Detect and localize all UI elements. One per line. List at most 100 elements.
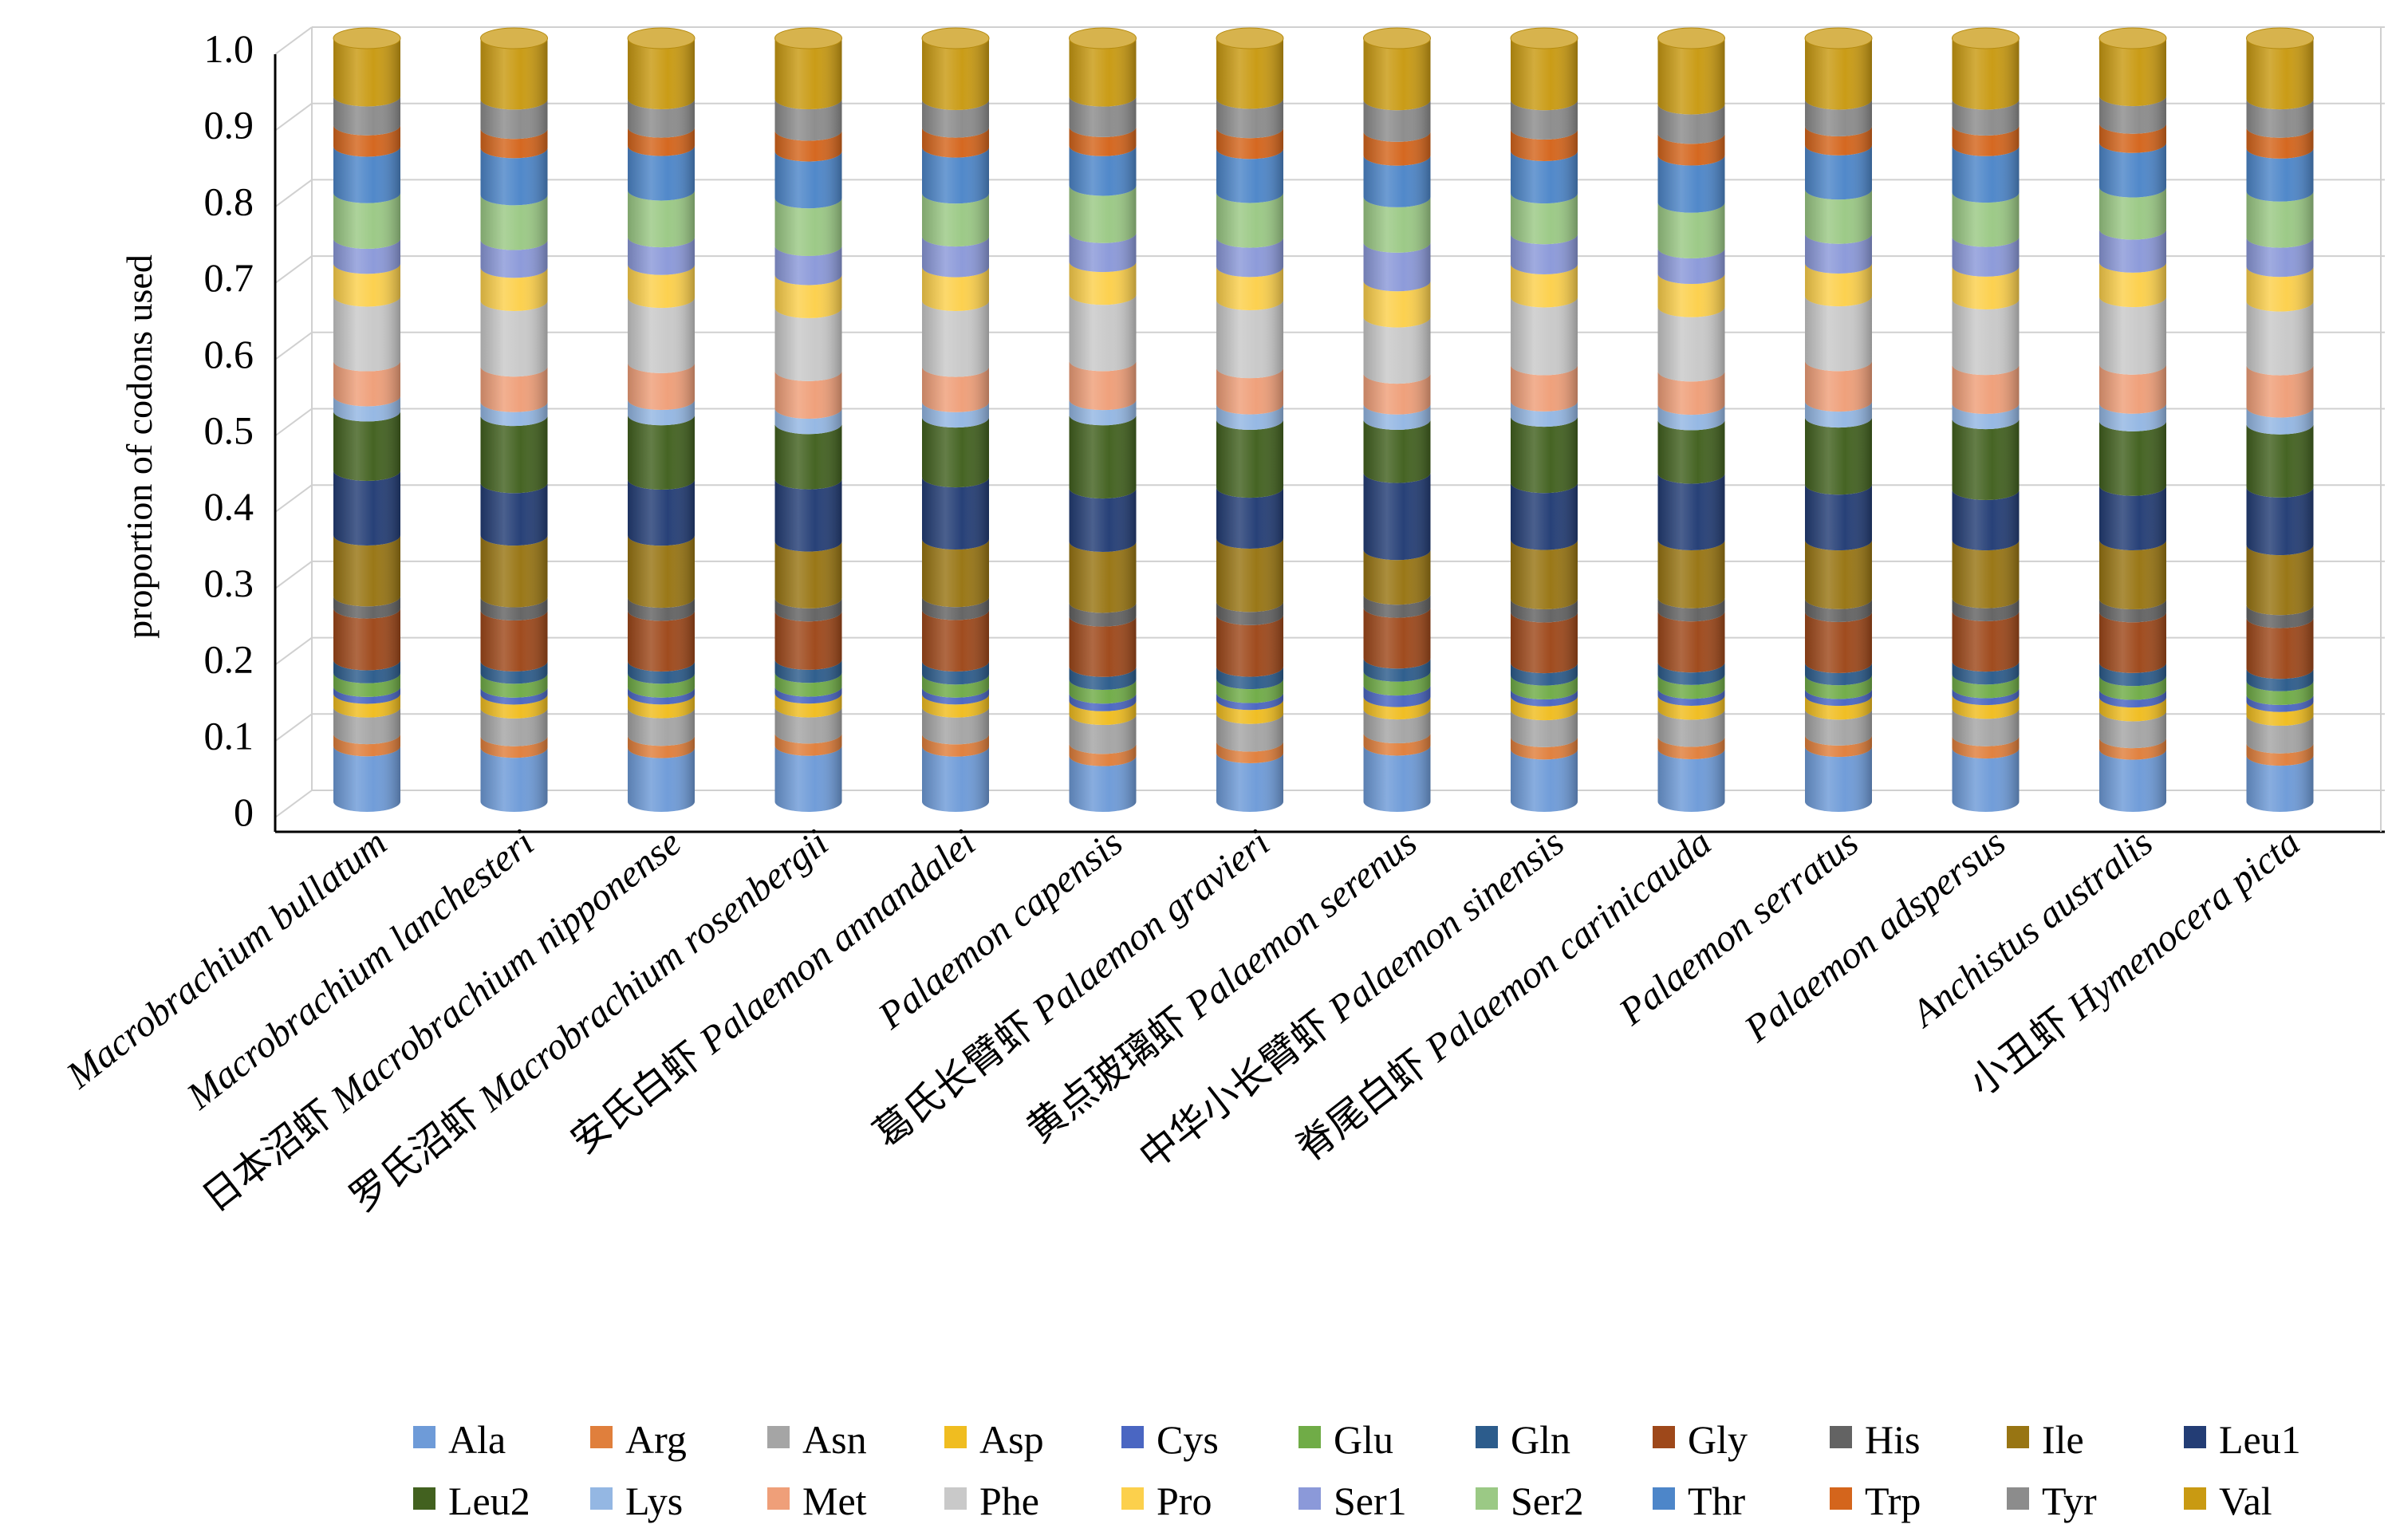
category-label: Anchistus australis — [1902, 821, 2161, 1036]
y-tick-label: 0.1 — [204, 713, 254, 758]
legend-swatch — [1121, 1426, 1144, 1448]
legend-label: Asp — [979, 1417, 1044, 1462]
cylinder-top-cap — [1510, 27, 1578, 49]
cylinder-shading — [1363, 38, 1431, 812]
gridline-diagonal — [274, 408, 313, 437]
y-tick-label: 0.8 — [204, 179, 254, 223]
legend-label: Met — [802, 1479, 867, 1523]
cylinder-top-cap — [921, 27, 990, 49]
cylinder-bar — [480, 27, 548, 812]
legend-swatch — [1653, 1487, 1675, 1510]
legend-label: Cys — [1157, 1417, 1219, 1462]
legend-label: Pro — [1157, 1479, 1212, 1523]
legend-swatch — [1121, 1487, 1144, 1510]
gridline-diagonal — [274, 713, 313, 742]
legend-swatch — [944, 1487, 967, 1510]
legend-label: Leu1 — [2219, 1417, 2301, 1462]
legend-swatch — [2007, 1426, 2029, 1448]
legend-item: Ser2 — [1476, 1479, 1584, 1523]
cylinder-top-cap — [1952, 27, 2020, 49]
legend-swatch — [413, 1487, 435, 1510]
bars — [333, 27, 2314, 812]
cylinder-shading — [1069, 38, 1137, 812]
legend-item: His — [1830, 1417, 1920, 1462]
cylinder-shading — [1511, 38, 1578, 812]
gridline-diagonal — [274, 484, 313, 514]
legend-label: Glu — [1334, 1417, 1393, 1462]
legend-item: Asp — [944, 1417, 1044, 1462]
legend-label: Arg — [625, 1417, 687, 1462]
cylinder-shading — [480, 38, 548, 812]
y-tick-label: 0.7 — [204, 255, 254, 300]
legend-item: Ile — [2007, 1417, 2084, 1462]
cylinder-bar — [333, 27, 401, 812]
gridline-diagonal — [274, 255, 313, 284]
legend-item: Asn — [767, 1417, 867, 1462]
gridline-diagonal — [274, 179, 313, 208]
y-tick-label: 0.2 — [204, 637, 254, 682]
legend-label: Trp — [1865, 1479, 1921, 1523]
cylinder-top-cap — [774, 27, 842, 49]
legend-swatch — [590, 1487, 613, 1510]
gridline-diagonal — [274, 561, 313, 589]
legend-label: Lys — [625, 1479, 683, 1523]
legend-item: Phe — [944, 1479, 1039, 1523]
cylinder-bar — [1510, 27, 1578, 812]
legend-item: Ala — [413, 1417, 506, 1462]
gridline-diagonal — [274, 26, 313, 55]
legend-swatch — [1298, 1426, 1321, 1448]
legend-label: Phe — [979, 1479, 1039, 1523]
cylinder-bar — [2246, 27, 2314, 812]
y-tick-label: 0.4 — [204, 484, 254, 529]
legend-swatch — [413, 1426, 435, 1448]
legend-item: Leu1 — [2184, 1417, 2301, 1462]
legend-item: Tyr — [2007, 1479, 2097, 1523]
axes — [274, 27, 2385, 833]
legend-item: Val — [2184, 1479, 2272, 1523]
cylinder-top-cap — [2098, 27, 2167, 49]
cylinder-shading — [774, 38, 842, 812]
gridline-diagonal — [274, 790, 313, 818]
legend-item: Trp — [1830, 1479, 1921, 1523]
legend-label: Asn — [802, 1417, 867, 1462]
legend-swatch — [2184, 1487, 2206, 1510]
legend-swatch — [1476, 1487, 1498, 1510]
y-tick-labels: 0 0.1 0.2 0.3 0.4 0.5 0.6 0.7 0.8 0.9 1.0 — [204, 26, 254, 834]
legend-item: Glu — [1298, 1417, 1393, 1462]
cylinder-bar — [1804, 27, 1873, 812]
legend: Ala Arg Asn Asp Cys Glu Gln Gly His Ile Leu1 Leu2 Ly… — [413, 1417, 2301, 1523]
cylinder-bar — [627, 27, 696, 812]
y-tick-label: 0.5 — [204, 408, 254, 453]
legend-swatch — [2007, 1487, 2029, 1510]
gridline-diagonal — [274, 102, 313, 132]
legend-swatch — [2184, 1426, 2206, 1448]
cylinder-top-cap — [1804, 27, 1873, 49]
gridline-diagonal — [274, 331, 313, 360]
cylinder-bar — [1363, 27, 1431, 812]
legend-label: Ser2 — [1511, 1479, 1584, 1523]
cylinder-shading — [1657, 38, 1725, 812]
cylinder-top-cap — [1216, 27, 1284, 49]
legend-item: Met — [767, 1479, 867, 1523]
cylinder-top-cap — [333, 27, 401, 49]
cylinder-shading — [922, 38, 989, 812]
legend-item: Thr — [1653, 1479, 1746, 1523]
legend-label: Thr — [1688, 1479, 1746, 1523]
legend-item: Gln — [1476, 1417, 1570, 1462]
legend-swatch — [590, 1426, 613, 1448]
cylinder-bar — [2098, 27, 2167, 812]
cylinder-shading — [333, 38, 400, 812]
cylinder-bar — [774, 27, 842, 812]
y-axis-title: proportion of codons used — [119, 254, 160, 639]
legend-item: Pro — [1121, 1479, 1212, 1523]
legend-label: Leu2 — [448, 1479, 530, 1523]
cylinder-shading — [2246, 38, 2314, 812]
cylinder-shading — [1952, 38, 2020, 812]
legend-item: Leu2 — [413, 1479, 530, 1523]
gridline-diagonal — [274, 636, 313, 666]
cylinder-bar — [1069, 27, 1137, 812]
legend-label: Gln — [1511, 1417, 1570, 1462]
cylinder-shading — [1805, 38, 1872, 812]
y-tick-label: 1.0 — [204, 26, 254, 71]
